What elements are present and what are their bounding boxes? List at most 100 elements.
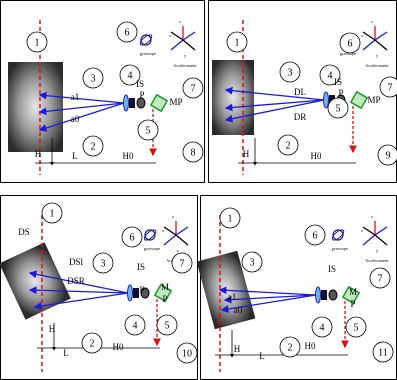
label: IS (334, 77, 342, 87)
prism (329, 290, 337, 300)
lens (128, 285, 133, 301)
number-label: 9 (386, 150, 391, 161)
label: DSR (67, 276, 85, 286)
number-label: 4 (133, 320, 138, 331)
axis-arrow (363, 40, 375, 50)
eye-photo (8, 62, 63, 152)
label: H0 (123, 151, 134, 161)
axis-arrow (164, 235, 176, 245)
number-label: 3 (288, 67, 293, 78)
label: a1 (228, 292, 237, 302)
label: H (243, 149, 250, 159)
label: P (139, 285, 144, 295)
eye-photo (212, 60, 254, 135)
sensor-label: z (371, 214, 373, 219)
sensor-label: z (179, 19, 181, 24)
label: DR (294, 112, 307, 122)
number-label: 5 (354, 322, 359, 333)
number-label: 3 (250, 257, 255, 268)
label: P (350, 299, 355, 309)
label: IS (328, 264, 336, 274)
axis-arrow (183, 32, 195, 40)
label: a0 (71, 114, 80, 124)
number-label: 4 (128, 70, 133, 81)
number-label: 10 (182, 348, 192, 359)
sensor-label: gyroscope (144, 246, 161, 251)
axis-arrow (363, 227, 375, 235)
number-label: 7 (191, 83, 196, 94)
label: H (35, 149, 42, 159)
label: M (161, 282, 169, 292)
sensor-label: y (177, 248, 179, 253)
label: L (63, 348, 69, 358)
label: P (162, 294, 167, 304)
label: H0 (305, 341, 316, 351)
number-label: 7 (180, 258, 185, 269)
sensor-label: x (169, 33, 171, 38)
sensor-label: Accelerometer (365, 258, 389, 263)
sensor-label: x (361, 228, 363, 233)
number-label: 5 (165, 320, 170, 331)
number-label: 6 (313, 230, 318, 241)
number-label: 2 (286, 140, 291, 151)
sensor-label: y (376, 248, 378, 253)
axis-arrow (363, 235, 375, 245)
label: DL (294, 87, 306, 97)
number-label: 6 (348, 38, 353, 49)
mirror (151, 95, 167, 111)
label: a0 (234, 305, 243, 315)
number-label: 2 (90, 338, 95, 349)
axis-arrow (363, 32, 375, 40)
label: IS (136, 79, 144, 89)
number-label: 4 (328, 70, 333, 81)
label: L (259, 351, 265, 361)
number-label: 3 (91, 73, 96, 84)
label: L (72, 151, 78, 161)
label: IS (137, 262, 145, 272)
axis-arrow (176, 227, 188, 235)
camera (129, 98, 135, 108)
label: H0 (311, 151, 322, 161)
label: H0 (113, 342, 124, 352)
label: MP (367, 95, 380, 105)
sensor-label: gyroscope (140, 51, 157, 56)
sensor-label: z (172, 214, 174, 219)
number-label: 1 (228, 213, 233, 224)
number-label: 3 (101, 258, 106, 269)
label: P (139, 90, 144, 100)
lens (324, 92, 329, 108)
number-label: 7 (388, 82, 393, 93)
figure: gyroscope Accelerometer z x y 1 2 3 4 5 6 7 8 a1 a0 H L H… (0, 0, 397, 380)
label: DS (18, 227, 30, 237)
axis-arrow (164, 227, 176, 235)
sensor-label: x (361, 33, 363, 38)
panel: gyroscopeAccelerometerzxy123456710DSDSlD… (0, 196, 198, 380)
number-label: 5 (336, 103, 341, 114)
axis-arrow (375, 235, 387, 245)
label: P (338, 88, 343, 98)
label: H (49, 324, 56, 334)
number-label: 2 (288, 342, 293, 353)
number-label: 5 (146, 125, 151, 136)
axis-arrow (176, 235, 188, 245)
sensor-label: Accelerometer (365, 63, 389, 68)
label: H (234, 344, 241, 354)
camera (133, 288, 139, 298)
number-label: 4 (320, 322, 325, 333)
axis-arrow (375, 40, 387, 50)
sensor-label: z (371, 19, 373, 24)
number-label: 1 (35, 37, 40, 48)
label: a1 (71, 92, 80, 102)
label: MP (169, 97, 182, 107)
lens (316, 287, 321, 303)
axis-arrow (171, 32, 183, 40)
axis-arrow (375, 227, 387, 235)
number-label: 8 (191, 147, 196, 158)
label: M (349, 287, 357, 297)
camera (321, 290, 327, 300)
number-label: 6 (125, 27, 130, 38)
number-label: 1 (235, 37, 240, 48)
